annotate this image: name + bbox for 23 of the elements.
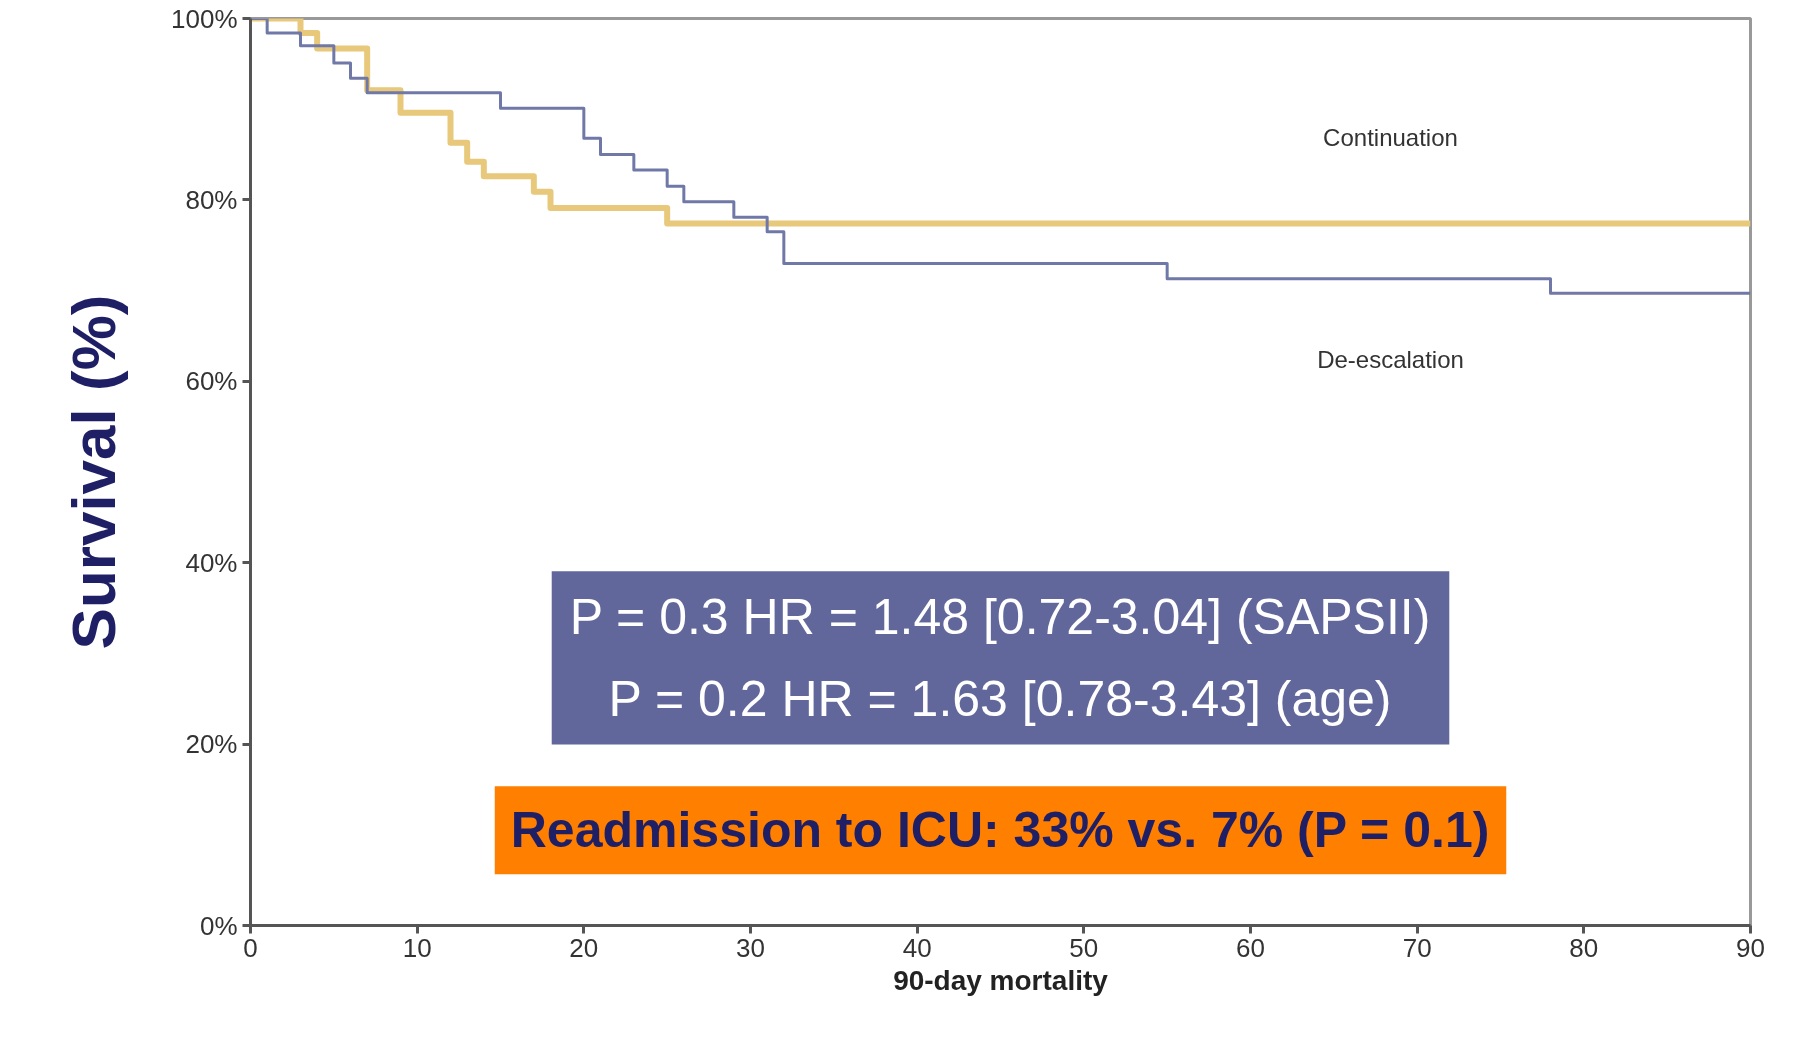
annotation: P = 0.3 HR = 1.48 [0.72-3.04] (SAPSII) [569,589,1431,646]
annotation: Readmission to ICU: 33% vs. 7% (P = 0.1) [510,802,1490,859]
x-tick-label: 30 [736,932,765,963]
text: De-escalation [1317,346,1464,374]
x-tick-label: 20 [569,932,599,963]
y-tick-label: 60% [185,366,238,397]
x-tick-label: 90 [1736,932,1765,963]
x-tick-label: 40 [902,932,932,963]
x-tick-label: 60 [1236,932,1265,963]
x-tick-label: 80 [1569,932,1599,963]
y-axis-title: Survival (%) [59,294,128,650]
y-tick-label: 20% [185,729,238,760]
y-tick-label: 100% [171,3,238,34]
y-tick-label: 40% [185,547,238,578]
y-tick-label: 0% [199,910,238,941]
y-tick-label: 80% [185,184,238,215]
text: Continuation [1323,124,1458,152]
x-tick-label: 10 [402,932,432,963]
x-tick-label: 50 [1069,932,1099,963]
x-tick-label: 70 [1402,932,1432,963]
annotation: P = 0.2 HR = 1.63 [0.78-3.43] (age) [608,670,1392,727]
x-tick-label: 0 [243,932,258,963]
x-axis-title: 90-day mortality [893,964,1109,996]
